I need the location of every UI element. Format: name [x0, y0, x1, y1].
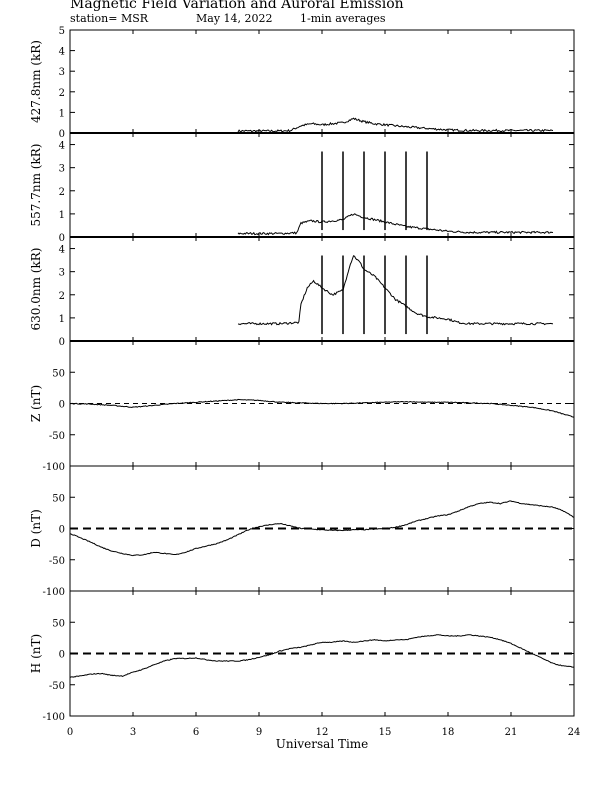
chart-title: Magnetic Field Variation and Auroral Emi… [70, 0, 404, 12]
ytick-label-pZ-0: -100 [43, 462, 65, 473]
ytick-label-p427-3: 3 [59, 67, 65, 78]
ylabel-pD: D (nT) [29, 509, 43, 548]
series-line-pD-0 [69, 500, 575, 557]
ylabel-pZ: Z (nT) [29, 385, 43, 422]
ytick-label-pD-3: 50 [52, 493, 65, 504]
series-line-p630-0 [237, 255, 553, 326]
ylabel-p427: 427.8nm (kR) [29, 40, 43, 123]
series-line-pH-0 [69, 634, 575, 678]
series-line-pZ-0 [69, 398, 575, 418]
ytick-label-p557-4: 4 [59, 141, 65, 152]
ytick-label-pH-2: 0 [59, 650, 65, 661]
ytick-label-pZ-3: 50 [52, 368, 65, 379]
ytick-label-p427-2: 2 [59, 88, 65, 99]
ytick-label-p427-4: 4 [59, 47, 65, 58]
ytick-label-p630-1: 1 [59, 314, 65, 325]
ytick-label-pD-1: -50 [49, 556, 65, 567]
ytick-label-pH-1: -50 [49, 681, 65, 692]
ytick-label-pH-3: 50 [52, 618, 65, 629]
ytick-label-p630-2: 2 [59, 291, 65, 302]
station-label: station= MSR [70, 12, 149, 25]
date-label: May 14, 2022 [196, 12, 273, 25]
xtick-label-0: 0 [67, 727, 73, 738]
series-line-p427-0 [237, 117, 554, 133]
ylabel-pH: H (nT) [29, 634, 43, 673]
ytick-label-p557-3: 3 [59, 164, 65, 175]
ytick-label-p427-0: 0 [59, 129, 65, 140]
ytick-label-p557-0: 0 [59, 233, 65, 244]
xtick-label-6: 18 [442, 727, 455, 738]
ytick-label-pZ-1: -50 [49, 431, 65, 442]
xlabel: Universal Time [276, 737, 369, 751]
averaging-label: 1-min averages [300, 12, 386, 25]
ytick-label-p557-2: 2 [59, 187, 65, 198]
ytick-label-pD-2: 0 [59, 525, 65, 536]
ytick-label-p630-4: 4 [59, 245, 65, 256]
ytick-label-pZ-2: 0 [59, 400, 65, 411]
xtick-label-2: 6 [193, 727, 199, 738]
ytick-label-pD-0: -100 [43, 587, 65, 598]
ytick-label-p630-0: 0 [59, 337, 65, 348]
xtick-label-7: 21 [505, 727, 518, 738]
xtick-label-4: 12 [316, 727, 329, 738]
ytick-label-p427-1: 1 [59, 108, 65, 119]
ylabel-p630: 630.0nm (kR) [29, 248, 43, 331]
xtick-label-1: 3 [130, 727, 136, 738]
ytick-label-p427-5: 5 [59, 26, 65, 37]
panel-frame-p427 [69, 29, 575, 134]
ylabel-p557: 557.7nm (kR) [29, 144, 43, 227]
xtick-label-5: 15 [379, 727, 392, 738]
ytick-label-p557-1: 1 [59, 210, 65, 221]
ytick-label-p630-3: 3 [59, 268, 65, 279]
series-line-p557-0 [237, 213, 554, 236]
ytick-label-pH-0: -100 [43, 712, 65, 723]
xtick-label-3: 9 [256, 727, 262, 738]
xtick-label-8: 24 [568, 727, 581, 738]
